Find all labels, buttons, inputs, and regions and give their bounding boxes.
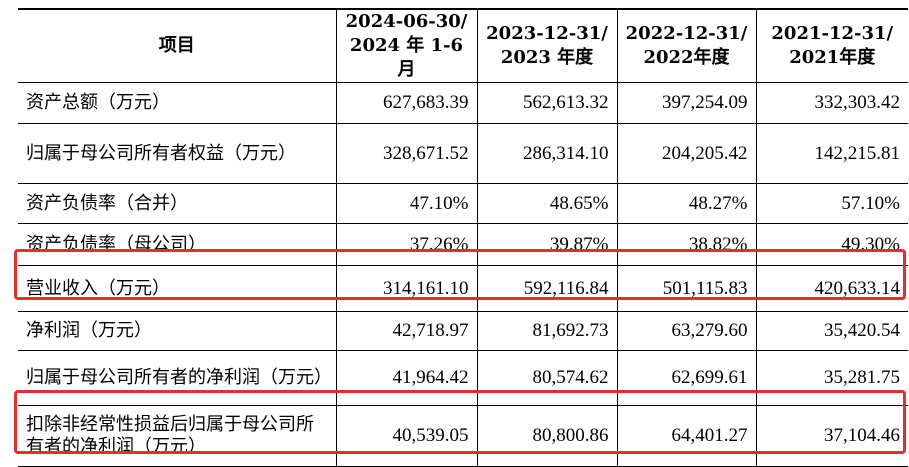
cell-value: 38.82% — [616, 223, 756, 266]
cell-value: 48.27% — [616, 183, 756, 224]
header-2021: 2021-12-31/ 2021年度 — [755, 9, 908, 83]
cell-value: 204,205.42 — [616, 123, 756, 184]
cell-value: 63,279.60 — [616, 311, 756, 351]
cell-value: 35,420.54 — [755, 311, 908, 351]
cell-value: 397,254.09 — [616, 82, 756, 124]
cell-value: 142,215.81 — [755, 123, 908, 184]
row-label: 营业收入（万元） — [18, 265, 336, 312]
row-label: 归属于母公司所有者的净利润（万元） — [18, 350, 336, 406]
cell-value: 627,683.39 — [335, 82, 477, 124]
cell-value: 64,401.27 — [616, 405, 756, 467]
cell-value: 286,314.10 — [476, 123, 617, 184]
cell-value: 39.87% — [476, 223, 617, 266]
cell-value: 49.30% — [755, 223, 908, 266]
table-row: 归属于母公司所有者权益（万元） 328,671.52 286,314.10 20… — [18, 123, 908, 184]
header-2022: 2022-12-31/ 2022年度 — [616, 9, 756, 83]
cell-value: 80,800.86 — [476, 405, 617, 467]
cell-value: 41,964.42 — [335, 350, 477, 406]
header-item: 项目 — [18, 9, 336, 83]
cell-value: 40,539.05 — [335, 405, 477, 467]
cell-value: 562,613.32 — [476, 82, 617, 124]
row-label: 资产负债率（合并） — [18, 183, 336, 224]
cell-value: 62,699.61 — [616, 350, 756, 406]
cell-value: 332,303.42 — [755, 82, 908, 124]
cell-value: 592,116.84 — [476, 265, 617, 312]
table-row: 扣除非经常性损益后归属于母公司所有者的净利润（万元） 40,539.05 80,… — [18, 405, 908, 467]
cell-value: 501,115.83 — [616, 265, 756, 312]
header-2024h1: 2024-06-30/ 2024 年 1-6 月 — [335, 9, 477, 83]
header-2023: 2023-12-31/ 2023 年度 — [476, 9, 617, 83]
table-row: 归属于母公司所有者的净利润（万元） 41,964.42 80,574.62 62… — [18, 350, 908, 406]
cell-value: 57.10% — [755, 183, 908, 224]
row-label: 资产总额（万元） — [18, 82, 336, 124]
row-label: 扣除非经常性损益后归属于母公司所有者的净利润（万元） — [18, 405, 336, 467]
cell-value: 81,692.73 — [476, 311, 617, 351]
row-label: 资产负债率（母公司） — [18, 223, 336, 266]
table-row: 资产负债率（合并） 47.10% 48.65% 48.27% 57.10% — [18, 183, 908, 224]
cell-value: 80,574.62 — [476, 350, 617, 406]
cell-value: 42,718.97 — [335, 311, 477, 351]
financial-table: 项目 2024-06-30/ 2024 年 1-6 月 2023-12-31/ … — [18, 8, 908, 467]
cell-value: 314,161.10 — [335, 265, 477, 312]
cell-value: 48.65% — [476, 183, 617, 224]
header-row: 项目 2024-06-30/ 2024 年 1-6 月 2023-12-31/ … — [18, 9, 908, 83]
table-row: 净利润（万元） 42,718.97 81,692.73 63,279.60 35… — [18, 311, 908, 351]
cell-value: 420,633.14 — [755, 265, 908, 312]
cell-value: 35,281.75 — [755, 350, 908, 406]
cell-value: 37.26% — [335, 223, 477, 266]
cell-value: 47.10% — [335, 183, 477, 224]
table-row: 营业收入（万元） 314,161.10 592,116.84 501,115.8… — [18, 265, 908, 312]
cell-value: 37,104.46 — [755, 405, 908, 467]
row-label: 净利润（万元） — [18, 311, 336, 351]
table-row: 资产总额（万元） 627,683.39 562,613.32 397,254.0… — [18, 82, 908, 124]
row-label: 归属于母公司所有者权益（万元） — [18, 123, 336, 184]
table-row: 资产负债率（母公司） 37.26% 39.87% 38.82% 49.30% — [18, 223, 908, 266]
cell-value: 328,671.52 — [335, 123, 477, 184]
